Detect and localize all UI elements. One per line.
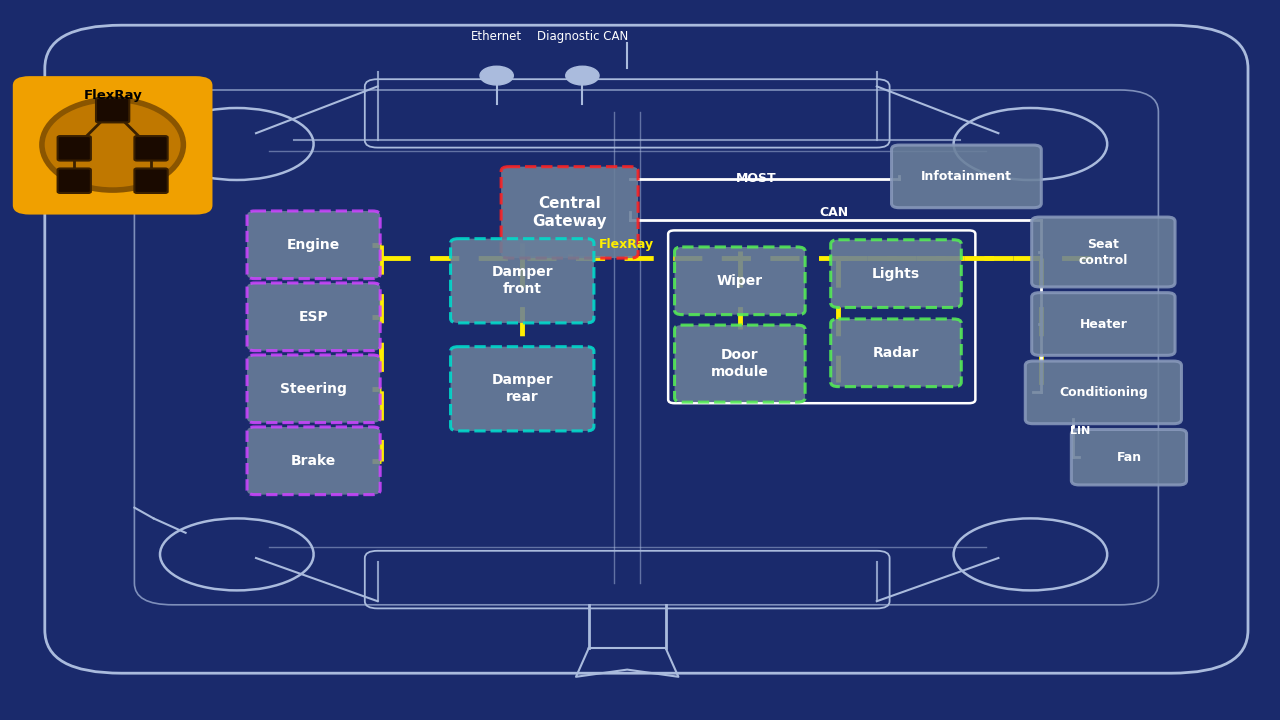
Text: Brake: Brake (291, 454, 337, 468)
Text: FlexRay: FlexRay (83, 89, 142, 102)
Circle shape (566, 66, 599, 85)
Text: Conditioning: Conditioning (1059, 386, 1148, 399)
FancyBboxPatch shape (58, 168, 91, 193)
Text: ESP: ESP (298, 310, 329, 324)
FancyBboxPatch shape (1032, 217, 1175, 287)
FancyBboxPatch shape (831, 319, 961, 387)
FancyBboxPatch shape (58, 136, 91, 161)
FancyBboxPatch shape (451, 347, 594, 431)
Text: Heater: Heater (1079, 318, 1128, 330)
Text: FlexRay: FlexRay (599, 238, 654, 251)
FancyBboxPatch shape (13, 76, 212, 215)
Text: LIN: LIN (1070, 426, 1091, 436)
FancyBboxPatch shape (247, 355, 380, 423)
Text: Diagnostic CAN: Diagnostic CAN (536, 30, 628, 43)
Text: Radar: Radar (873, 346, 919, 360)
Text: Steering: Steering (280, 382, 347, 396)
FancyBboxPatch shape (451, 239, 594, 323)
Text: Ethernet: Ethernet (471, 30, 522, 43)
FancyBboxPatch shape (1025, 361, 1181, 423)
Text: MOST: MOST (736, 172, 777, 185)
FancyBboxPatch shape (502, 167, 639, 258)
FancyBboxPatch shape (247, 211, 380, 279)
Text: Seat
control: Seat control (1079, 238, 1128, 266)
Text: Lights: Lights (872, 266, 920, 281)
Text: Damper
front: Damper front (492, 265, 553, 297)
Ellipse shape (42, 99, 183, 190)
FancyBboxPatch shape (675, 325, 805, 402)
FancyBboxPatch shape (675, 247, 805, 315)
Text: Central
Gateway: Central Gateway (532, 196, 607, 229)
Text: Infotainment: Infotainment (920, 170, 1012, 183)
Circle shape (480, 66, 513, 85)
FancyBboxPatch shape (247, 283, 380, 351)
FancyBboxPatch shape (23, 78, 202, 113)
FancyBboxPatch shape (134, 168, 168, 193)
Text: Wiper: Wiper (717, 274, 763, 288)
FancyBboxPatch shape (1071, 429, 1187, 485)
Text: Door
module: Door module (710, 348, 769, 379)
FancyBboxPatch shape (891, 145, 1042, 207)
Text: Engine: Engine (287, 238, 340, 252)
FancyBboxPatch shape (134, 136, 168, 161)
FancyBboxPatch shape (96, 98, 129, 122)
FancyBboxPatch shape (831, 240, 961, 307)
Text: Damper
rear: Damper rear (492, 373, 553, 405)
Text: CAN: CAN (819, 206, 849, 219)
FancyBboxPatch shape (247, 427, 380, 495)
Text: Fan: Fan (1116, 451, 1142, 464)
FancyBboxPatch shape (1032, 293, 1175, 356)
